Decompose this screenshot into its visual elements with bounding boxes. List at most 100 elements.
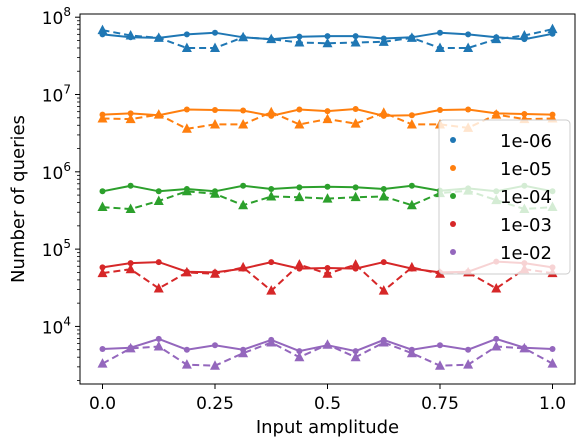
- legend-label: 1e-05: [500, 159, 552, 180]
- data-point: [352, 105, 359, 112]
- data-point-triangle: [125, 203, 136, 214]
- data-point-triangle: [153, 32, 164, 42]
- data-point-triangle: [322, 268, 333, 278]
- data-point: [296, 33, 303, 40]
- data-point-triangle: [238, 118, 249, 129]
- data-point-triangle: [181, 42, 192, 52]
- x-tick-label: 1.0: [539, 394, 566, 414]
- data-point-triangle: [463, 42, 474, 52]
- data-point: [127, 260, 134, 267]
- data-point: [465, 31, 472, 38]
- data-point-triangle: [491, 340, 502, 351]
- data-point-triangle: [350, 191, 361, 202]
- data-point: [183, 31, 190, 38]
- y-tick-label: 107: [42, 83, 71, 107]
- data-point-triangle: [378, 285, 389, 295]
- data-point: [324, 108, 331, 115]
- data-point-triangle: [153, 109, 164, 119]
- data-point-triangle: [266, 33, 277, 44]
- data-point-triangle: [406, 199, 417, 210]
- data-point-triangle: [435, 360, 445, 370]
- data-point: [352, 184, 359, 191]
- data-point-triangle: [153, 282, 164, 293]
- data-point-triangle: [210, 188, 220, 198]
- data-point-triangle: [97, 201, 108, 212]
- legend-marker: [450, 165, 456, 171]
- data-point-triangle: [378, 36, 389, 46]
- data-point: [437, 29, 443, 36]
- data-point-triangle: [97, 267, 108, 278]
- data-point-triangle: [491, 33, 502, 44]
- data-point-triangle: [210, 360, 220, 370]
- x-tick-label: 0.0: [89, 394, 116, 414]
- data-point-triangle: [210, 118, 220, 129]
- data-point-triangle: [294, 37, 305, 47]
- data-point-triangle: [406, 32, 417, 42]
- data-point-triangle: [97, 112, 108, 123]
- data-point: [155, 188, 162, 195]
- x-axis-label: Input amplitude: [256, 417, 399, 438]
- legend-label: 1e-03: [500, 215, 552, 236]
- data-point-triangle: [406, 347, 417, 358]
- data-point-triangle: [294, 191, 305, 202]
- y-tick-label: 105: [42, 237, 71, 261]
- data-point: [268, 259, 275, 266]
- data-point-triangle: [406, 118, 417, 129]
- data-point: [127, 182, 134, 189]
- data-point-triangle: [350, 259, 361, 269]
- data-point-triangle: [181, 185, 192, 196]
- data-point-triangle: [125, 113, 136, 124]
- data-point: [465, 346, 472, 353]
- data-point-triangle: [519, 29, 530, 40]
- data-point-triangle: [435, 42, 445, 52]
- x-tick-label: 0.5: [314, 394, 341, 414]
- y-tick-label-base: 10: [42, 164, 64, 184]
- y-tick-label-base: 10: [42, 87, 64, 107]
- data-point-triangle: [266, 285, 277, 295]
- data-point: [493, 335, 500, 342]
- data-point-triangle: [322, 37, 333, 48]
- data-point: [465, 106, 472, 113]
- data-point: [380, 185, 387, 192]
- y-tick-label-exponent: 6: [63, 160, 71, 174]
- data-point-triangle: [491, 109, 502, 119]
- data-point: [324, 183, 331, 190]
- x-tick-label: 0.75: [421, 394, 459, 414]
- data-point-triangle: [350, 351, 361, 362]
- data-point-triangle: [238, 261, 249, 272]
- data-point: [268, 185, 275, 192]
- data-point: [183, 346, 190, 353]
- y-axis-label: Number of queries: [8, 115, 29, 283]
- data-point: [212, 107, 218, 114]
- data-point: [240, 182, 247, 189]
- data-point-triangle: [350, 37, 361, 47]
- data-point-triangle: [125, 342, 136, 353]
- data-point: [437, 342, 443, 349]
- data-point-triangle: [181, 123, 192, 133]
- legend-label: 1e-06: [500, 131, 552, 152]
- data-point: [240, 107, 247, 114]
- data-point-triangle: [266, 190, 277, 201]
- data-point-triangle: [210, 42, 220, 52]
- data-point: [296, 106, 303, 113]
- legend-label: 1e-02: [500, 243, 552, 264]
- legend-marker: [450, 249, 456, 255]
- data-point-triangle: [322, 113, 333, 124]
- legend-label: 1e-04: [500, 187, 552, 208]
- legend: 1e-06 1e-05 1e-04 1e-03 1e-02: [438, 119, 571, 275]
- data-point: [437, 107, 443, 114]
- data-point: [352, 348, 359, 355]
- data-point: [324, 33, 331, 40]
- data-point-triangle: [322, 339, 333, 349]
- y-tick-label-base: 10: [42, 9, 64, 29]
- data-point: [155, 335, 162, 342]
- data-point: [408, 182, 415, 189]
- y-tick-label-exponent: 7: [63, 83, 71, 97]
- data-point-triangle: [181, 266, 192, 277]
- y-tick-label: 108: [42, 5, 71, 29]
- data-point-triangle: [210, 268, 220, 278]
- data-point: [380, 259, 387, 266]
- data-point-triangle: [125, 29, 136, 40]
- data-point: [99, 264, 106, 271]
- series-1e-06: [97, 23, 558, 52]
